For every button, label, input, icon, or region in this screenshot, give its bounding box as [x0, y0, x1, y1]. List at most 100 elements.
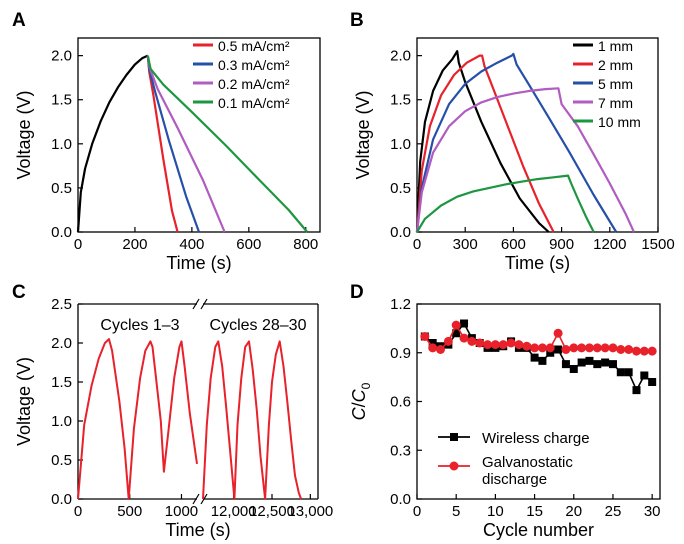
series-line-3	[146, 55, 226, 233]
annotation-cycles-late: Cycles 28–30	[210, 317, 307, 334]
series-line-4	[416, 174, 595, 233]
data-point-circle	[647, 346, 657, 356]
series-line-2	[415, 52, 618, 233]
legend-label: 7 mm	[598, 95, 633, 111]
legend-label-line1: Galvanostatic	[482, 454, 573, 471]
data-point-circle	[569, 343, 579, 353]
legend-label: 0.5 mA/cm²	[218, 38, 290, 54]
panel-letter: C	[12, 282, 26, 303]
panel-d: D 0 5 10 15 20 25 30 0.0 0.3 0.6 0.9 1.2 Cycle number…	[349, 282, 661, 540]
panel-letter: A	[12, 10, 26, 31]
data-point-square	[577, 358, 586, 367]
y-tick-label: 0.6	[390, 394, 411, 411]
series-line-1	[415, 54, 555, 233]
legend-label: 0.1 mA/cm²	[218, 95, 290, 111]
series-line-3	[415, 87, 635, 233]
y-axis-title: Voltage (V)	[14, 90, 34, 179]
legend-label: 1 mm	[598, 38, 633, 54]
y-tick-label: 0.3	[390, 442, 411, 459]
x-tick-label: 0	[413, 236, 421, 253]
y-tick-label: 2.0	[390, 48, 411, 65]
x-tick-label: 1200	[593, 236, 626, 253]
y-tick-label: 1.5	[51, 92, 72, 109]
y-tick-label: 1.0	[390, 136, 411, 153]
series-line-0	[76, 54, 149, 233]
x-tick-label: 0	[74, 503, 82, 520]
data-point-square	[585, 356, 594, 365]
data-point-square	[561, 360, 570, 369]
y-tick-label: 0.0	[390, 224, 411, 241]
data-point-square	[538, 356, 547, 365]
data-point-circle	[490, 340, 500, 350]
data-point-square	[546, 348, 555, 357]
x-tick-label: 13,000	[287, 503, 333, 520]
data-point-circle	[467, 336, 477, 346]
x-tick-label: 5	[452, 503, 460, 520]
x-axis-title: Time (s)	[505, 253, 570, 273]
data-point-square	[608, 360, 617, 369]
x-tick-label: 0	[74, 236, 82, 253]
axis-break-mark	[200, 298, 208, 310]
data-point-circle	[420, 332, 430, 341]
data-point-circle	[483, 340, 493, 350]
annotation-cycles-early: Cycles 1–3	[100, 317, 179, 334]
y-axis-title-subscript: 0	[359, 382, 373, 389]
x-tick-label: 10	[487, 503, 504, 520]
x-tick-label: 12,000	[211, 503, 257, 520]
data-point-circle	[475, 338, 485, 348]
x-tick-label: 20	[565, 503, 582, 520]
data-point-square	[452, 329, 461, 338]
axis-break-mark	[192, 298, 200, 310]
y-tick-label: 0.5	[51, 452, 72, 469]
legend-label: 0.2 mA/cm²	[218, 76, 290, 92]
y-tick-label: 1.0	[51, 413, 72, 430]
y-axis-title: Voltage (V)	[353, 90, 373, 179]
data-point-circle	[600, 343, 610, 353]
data-point-circle	[428, 343, 438, 353]
y-tick-label: 0.0	[51, 491, 72, 508]
data-point-circle	[624, 345, 634, 354]
series-line-4	[146, 55, 309, 233]
y-tick-label: 0.5	[51, 180, 72, 197]
y-tick-label: 0.0	[51, 224, 72, 241]
legend-label: 5 mm	[598, 76, 633, 92]
data-point-circle	[537, 343, 547, 353]
x-tick-label: 30	[644, 503, 661, 520]
x-tick-label: 800	[293, 236, 318, 253]
y-axis-title: C/C0	[349, 382, 373, 420]
data-point-circle	[608, 343, 618, 353]
series-line-left	[77, 338, 198, 500]
x-tick-label: 600	[236, 236, 261, 253]
data-point-circle	[506, 338, 516, 348]
y-axis-title-c: C	[349, 388, 369, 402]
legend-label: Wireless charge	[482, 430, 590, 447]
panel-letter: B	[350, 10, 364, 31]
data-point-square	[648, 378, 657, 386]
x-tick-label: 0	[413, 503, 421, 520]
x-tick-label: 12,500	[249, 503, 295, 520]
data-point-square	[640, 371, 649, 380]
y-tick-label: 1.2	[390, 296, 411, 313]
data-point-circle	[545, 343, 555, 353]
y-tick-label: 2.0	[51, 335, 72, 352]
y-tick-label: 0.5	[390, 180, 411, 197]
data-point-circle	[514, 340, 524, 350]
data-point-square	[428, 339, 437, 347]
x-tick-label: 15	[526, 503, 543, 520]
series-line-0	[415, 50, 550, 233]
x-tick-label: 600	[501, 236, 526, 253]
y-tick-label: 0.9	[390, 345, 411, 362]
y-axis-title-slash: /	[349, 402, 369, 407]
data-point-square	[632, 386, 641, 395]
data-point-circle	[616, 345, 626, 354]
y-tick-label: 2.5	[51, 296, 72, 313]
data-point-circle	[459, 333, 469, 343]
data-point-circle	[451, 320, 461, 330]
x-tick-label: 300	[453, 236, 478, 253]
data-point-square	[601, 358, 610, 367]
y-tick-label: 1.0	[51, 136, 72, 153]
y-tick-label: 0.0	[390, 491, 411, 508]
x-tick-label: 900	[549, 236, 574, 253]
